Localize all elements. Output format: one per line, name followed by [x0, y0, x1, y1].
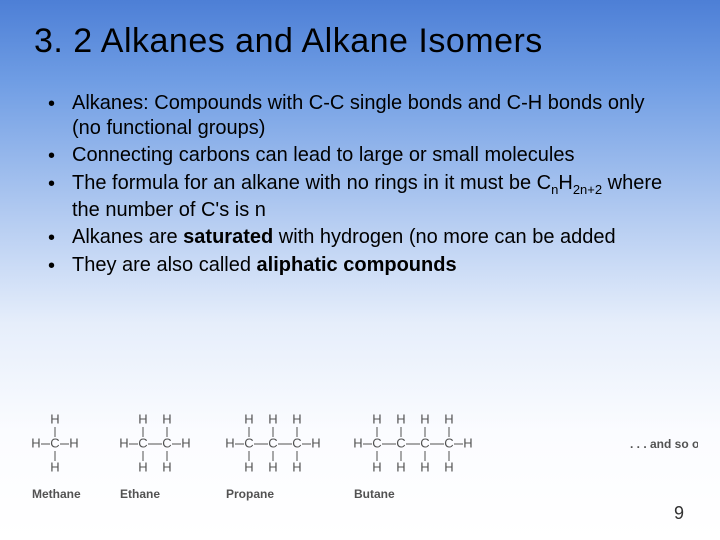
atom-label: H: [444, 411, 453, 426]
molecule-label: Methane: [32, 487, 81, 501]
atom-label: H: [311, 435, 320, 450]
atom-label: H: [268, 411, 277, 426]
bullet-text: They are also called aliphatic compounds: [72, 253, 457, 278]
atom-label: H: [292, 411, 301, 426]
bullet-marker: •: [48, 253, 72, 279]
atom-label: H: [372, 459, 381, 474]
atom-label: C: [396, 435, 405, 450]
bullet-marker: •: [48, 91, 72, 117]
bullet-item: • Alkanes are saturated with hydrogen (n…: [48, 225, 672, 251]
atom-label: C: [372, 435, 381, 450]
atom-label: H: [444, 459, 453, 474]
atom-label: C: [444, 435, 453, 450]
atom-label: H: [292, 459, 301, 474]
bullet-marker: •: [48, 171, 72, 197]
atom-label: H: [162, 459, 171, 474]
atom-label: H: [31, 435, 40, 450]
bullet-list: • Alkanes: Compounds with C-C single bon…: [0, 61, 720, 279]
atom-label: C: [244, 435, 253, 450]
atom-label: H: [268, 459, 277, 474]
atom-label: C: [162, 435, 171, 450]
atom-label: H: [50, 411, 59, 426]
bullet-text: The formula for an alkane with no rings …: [72, 171, 672, 223]
atom-label: H: [138, 411, 147, 426]
bullet-item: • Connecting carbons can lead to large o…: [48, 143, 672, 169]
atom-label: H: [119, 435, 128, 450]
atom-label: C: [138, 435, 147, 450]
slide-title: 3. 2 Alkanes and Alkane Isomers: [0, 0, 720, 61]
bullet-marker: •: [48, 143, 72, 169]
atom-label: H: [69, 435, 78, 450]
atom-label: H: [396, 411, 405, 426]
atom-label: C: [292, 435, 301, 450]
atom-label: H: [50, 459, 59, 474]
molecule-svg: HCHHHMethaneHCHHCHHHEthaneHCHHCHHCHHHPro…: [22, 398, 698, 508]
atom-label: H: [181, 435, 190, 450]
atom-label: H: [372, 411, 381, 426]
atom-label: H: [244, 459, 253, 474]
atom-label: C: [268, 435, 277, 450]
atom-label: H: [420, 411, 429, 426]
alkane-structures-diagram: HCHHHMethaneHCHHCHHHEthaneHCHHCHHCHHHPro…: [22, 398, 698, 508]
page-number: 9: [674, 503, 684, 524]
atom-label: C: [50, 435, 59, 450]
bullet-text: Connecting carbons can lead to large or …: [72, 143, 575, 168]
atom-label: C: [420, 435, 429, 450]
atom-label: H: [225, 435, 234, 450]
molecule-label: Butane: [354, 487, 395, 501]
bullet-item: • They are also called aliphatic compoun…: [48, 253, 672, 279]
bullet-text: Alkanes: Compounds with C-C single bonds…: [72, 91, 672, 141]
atom-label: H: [138, 459, 147, 474]
bullet-marker: •: [48, 225, 72, 251]
molecule-label: Ethane: [120, 487, 160, 501]
atom-label: H: [420, 459, 429, 474]
and-so-on-label: . . . and so on: [630, 437, 698, 451]
atom-label: H: [353, 435, 362, 450]
bullet-item: • The formula for an alkane with no ring…: [48, 171, 672, 223]
atom-label: H: [396, 459, 405, 474]
atom-label: H: [162, 411, 171, 426]
atom-label: H: [244, 411, 253, 426]
bullet-text: Alkanes are saturated with hydrogen (no …: [72, 225, 616, 250]
bullet-item: • Alkanes: Compounds with C-C single bon…: [48, 91, 672, 141]
atom-label: H: [463, 435, 472, 450]
molecule-label: Propane: [226, 487, 274, 501]
